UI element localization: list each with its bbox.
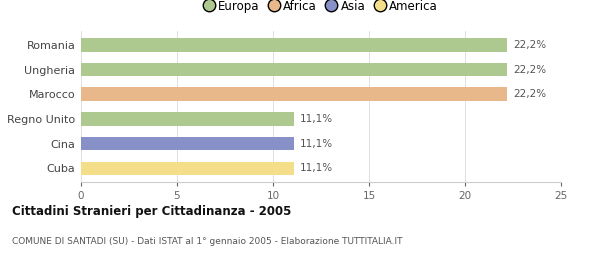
Bar [81, 137, 294, 151]
Text: COMUNE DI SANTADI (SU) - Dati ISTAT al 1° gennaio 2005 - Elaborazione TUTTITALIA: COMUNE DI SANTADI (SU) - Dati ISTAT al 1… [12, 237, 403, 246]
Bar [81, 38, 507, 52]
Text: Cittadini Stranieri per Cittadinanza - 2005: Cittadini Stranieri per Cittadinanza - 2… [12, 205, 292, 218]
Bar [81, 161, 294, 175]
Text: 22,2%: 22,2% [513, 89, 546, 99]
Legend: Europa, Africa, Asia, America: Europa, Africa, Asia, America [199, 0, 443, 17]
Bar [81, 63, 507, 76]
Text: 22,2%: 22,2% [513, 64, 546, 75]
Text: 11,1%: 11,1% [300, 163, 333, 173]
Text: 11,1%: 11,1% [300, 114, 333, 124]
Text: 22,2%: 22,2% [513, 40, 546, 50]
Text: 11,1%: 11,1% [300, 139, 333, 149]
Bar [81, 87, 507, 101]
Bar [81, 112, 294, 126]
